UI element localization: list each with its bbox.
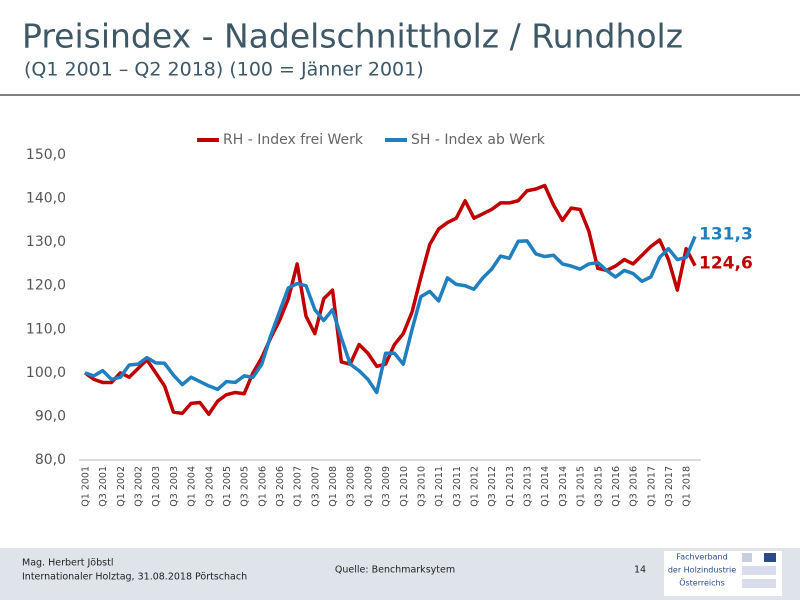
- y-tick-label: 140,0: [26, 191, 66, 207]
- x-tick-label: Q1 2001: [81, 466, 92, 507]
- x-tick-label: Q1 2003: [151, 466, 162, 507]
- data-label: 124,6: [699, 254, 753, 274]
- x-tick-label: Q3 2010: [416, 466, 427, 507]
- x-tick-label: Q1 2002: [116, 466, 127, 507]
- x-tick-label: Q3 2005: [240, 466, 251, 507]
- x-tick-label: Q1 2010: [399, 466, 410, 507]
- y-tick-label: 90,0: [35, 408, 66, 424]
- x-tick-label: Q3 2008: [346, 466, 357, 507]
- x-tick-label: Q1 2005: [222, 466, 233, 507]
- x-tick-label: Q3 2009: [381, 466, 392, 507]
- legend-label: SH - Index ab Werk: [411, 132, 546, 148]
- logo-square: [742, 579, 776, 588]
- footer-source: Quelle: Benchmarksytem: [335, 565, 455, 576]
- page-number: 14: [634, 565, 646, 576]
- x-tick-label: Q3 2012: [487, 466, 498, 507]
- x-tick-label: Q1 2014: [540, 466, 551, 507]
- footer-author: Mag. Herbert Jöbstl: [22, 558, 113, 569]
- footer-event: Internationaler Holztag, 31.08.2018 Pört…: [22, 572, 247, 583]
- x-tick-label: Q3 2013: [523, 466, 534, 507]
- x-tick-label: Q3 2014: [558, 466, 569, 507]
- logo-text: der Holzindustrie: [668, 566, 736, 575]
- x-tick-label: Q3 2002: [134, 466, 145, 507]
- y-tick-label: 130,0: [26, 234, 66, 250]
- x-tick-label: Q3 2017: [664, 466, 675, 507]
- slide-title: Preisindex - Nadelschnittholz / Rundholz: [22, 17, 683, 56]
- logo-square: [742, 566, 776, 575]
- x-tick-label: Q1 2004: [187, 466, 198, 507]
- x-tick-label: Q3 2007: [310, 466, 321, 507]
- x-tick-label: Q3 2016: [629, 466, 640, 507]
- logo-square: [742, 553, 752, 562]
- y-tick-label: 150,0: [26, 147, 66, 163]
- y-tick-label: 120,0: [26, 278, 66, 294]
- series-line: [84, 235, 697, 395]
- data-label: 131,3: [699, 224, 753, 244]
- x-tick-label: Q1 2011: [434, 466, 445, 507]
- x-tick-label: Q1 2007: [293, 466, 304, 507]
- x-tick-label: Q3 2004: [204, 466, 215, 507]
- x-tick-label: Q1 2018: [682, 466, 693, 507]
- x-tick-label: Q3 2015: [593, 466, 604, 507]
- x-tick-label: Q3 2001: [98, 466, 109, 507]
- x-tick-label: Q1 2013: [505, 466, 516, 507]
- x-tick-label: Q1 2017: [646, 466, 657, 507]
- logo-square: [764, 553, 776, 562]
- x-tick-label: Q1 2009: [363, 466, 374, 507]
- y-tick-label: 110,0: [26, 321, 66, 337]
- legend-label: RH - Index frei Werk: [223, 132, 364, 148]
- logo-text: Österreichs: [679, 578, 725, 588]
- x-tick-label: Q1 2015: [576, 466, 587, 507]
- y-tick-label: 100,0: [26, 365, 66, 381]
- logo-text: Fachverband: [676, 553, 727, 562]
- x-tick-label: Q1 2008: [328, 466, 339, 507]
- x-tick-label: Q1 2006: [257, 466, 268, 507]
- x-tick-label: Q3 2003: [169, 466, 180, 507]
- x-tick-label: Q3 2006: [275, 466, 286, 507]
- x-tick-label: Q1 2012: [469, 466, 480, 507]
- x-tick-label: Q3 2011: [452, 466, 463, 507]
- slide-subtitle: (Q1 2001 – Q2 2018) (100 = Jänner 2001): [24, 59, 424, 81]
- y-tick-label: 80,0: [35, 452, 66, 468]
- x-tick-label: Q1 2016: [611, 466, 622, 507]
